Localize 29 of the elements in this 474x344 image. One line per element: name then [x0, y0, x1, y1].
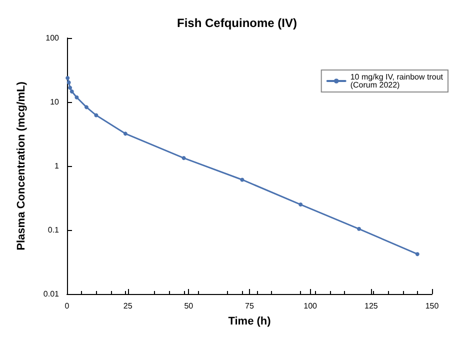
- point: [94, 113, 98, 118]
- point: [415, 252, 420, 256]
- y-tick-label: 1: [54, 162, 60, 170]
- x-tick-label: 75: [245, 302, 254, 310]
- point: [123, 132, 128, 136]
- point: [298, 202, 303, 207]
- point: [74, 95, 79, 100]
- y-axis-title: Plasma Concentration (mcg/mL): [16, 81, 28, 250]
- x-tick-label: 0: [64, 302, 70, 310]
- y-tick-label: 10: [50, 98, 60, 106]
- x-tick-label: 50: [184, 302, 194, 310]
- point: [66, 80, 71, 84]
- point: [357, 226, 361, 231]
- legend-label: 10 mg/kg IV, rainbow trout (Corum 2022): [350, 72, 444, 90]
- x-axis-title: Time (h): [228, 316, 272, 328]
- point: [68, 86, 72, 90]
- x-tick-label: 25: [123, 302, 133, 310]
- x-tick-label: 125: [364, 302, 378, 310]
- chart-title: Fish Cefquinome (IV): [177, 16, 298, 30]
- y-tick-label: 100: [46, 34, 60, 42]
- x-tick-label: 100: [304, 302, 318, 310]
- x-tick-label: 150: [425, 302, 440, 310]
- y-tick-label: 0.1: [48, 226, 60, 234]
- point: [84, 105, 88, 110]
- point: [240, 178, 244, 182]
- point: [182, 156, 186, 160]
- point: [66, 76, 70, 80]
- point: [70, 89, 74, 94]
- y-tick-label: 0.01: [43, 290, 60, 298]
